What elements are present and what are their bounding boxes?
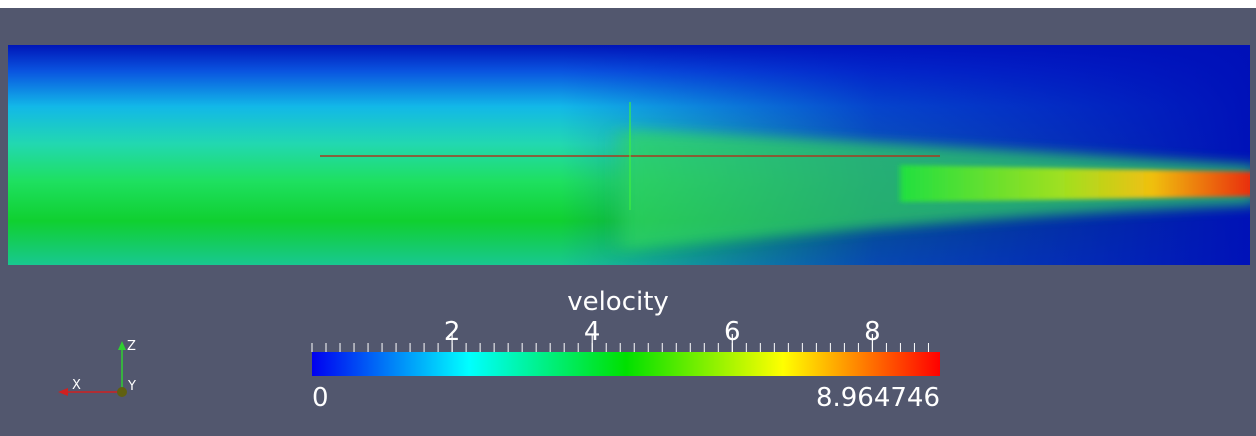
colorbar-tick-label: 8 <box>864 317 881 347</box>
x-label: X <box>72 378 81 393</box>
colorbar-tick-label: 6 <box>724 317 741 347</box>
z-label: Z <box>127 339 136 354</box>
colorbar-min-label: 0 <box>312 383 329 413</box>
colorbar-max-label: 8.964746 <box>816 383 940 413</box>
y-axis <box>117 387 127 397</box>
colorbar-title: velocity <box>567 287 669 317</box>
flow-field <box>8 40 1256 270</box>
colorbar <box>312 352 940 376</box>
page: velocity 0 8.964746 Z X Y 2468 (() => { … <box>0 0 1256 436</box>
render-view: velocity 0 8.964746 Z X Y 2 4 6 8 <box>0 0 1256 436</box>
colorbar-tick-label: 4 <box>584 317 601 347</box>
colorbar-tick-label: 2 <box>444 317 461 347</box>
y-label: Y <box>127 379 136 394</box>
